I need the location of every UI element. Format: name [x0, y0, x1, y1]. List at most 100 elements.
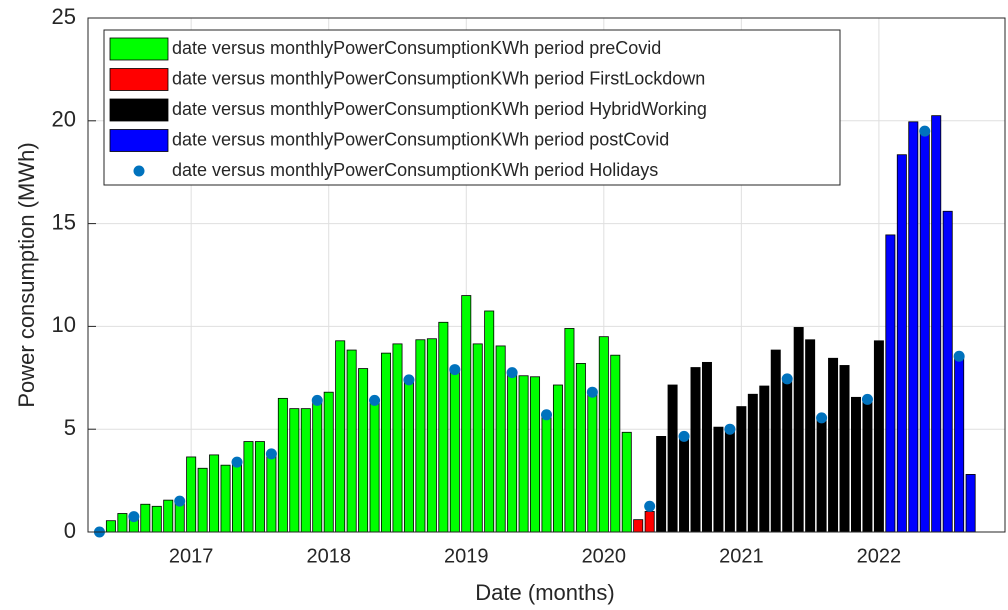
bar — [851, 396, 861, 533]
bar — [472, 343, 483, 533]
bar — [793, 327, 804, 533]
bar — [518, 375, 529, 533]
bar — [151, 505, 162, 533]
bar — [679, 435, 690, 533]
holiday-point — [678, 430, 690, 442]
bar — [140, 503, 151, 533]
y-tick-label: 20 — [52, 107, 76, 132]
bar — [243, 441, 254, 533]
bar — [369, 400, 380, 533]
bar — [759, 385, 770, 533]
bar — [197, 467, 208, 533]
y-axis-label: Power consumption (MWh) — [14, 142, 39, 407]
bar — [312, 400, 323, 533]
bar — [438, 321, 449, 533]
bar — [644, 511, 655, 533]
holiday-point — [724, 423, 736, 435]
holiday-point — [644, 500, 656, 512]
bar — [358, 368, 369, 533]
bar — [381, 352, 392, 533]
bar — [105, 520, 116, 533]
holiday-point — [403, 374, 415, 386]
holiday-point — [369, 394, 381, 406]
legend-marker — [133, 165, 145, 177]
bar — [965, 474, 976, 533]
bar — [392, 343, 403, 533]
x-tick-label: 2020 — [582, 545, 627, 567]
legend-label: date versus monthlyPowerConsumptionKWh p… — [172, 68, 705, 88]
bar — [220, 464, 231, 533]
legend-label: date versus monthlyPowerConsumptionKWh p… — [172, 99, 707, 119]
bar — [541, 414, 552, 533]
bar — [919, 130, 930, 533]
bar — [163, 499, 174, 533]
bar — [805, 339, 816, 533]
y-tick-label: 25 — [52, 4, 76, 29]
bar — [254, 441, 265, 533]
bar — [289, 408, 300, 533]
bar — [747, 393, 758, 533]
x-tick-label: 2022 — [857, 545, 902, 567]
holiday-point — [586, 386, 598, 398]
bar — [323, 391, 334, 533]
bar — [931, 115, 942, 533]
bar — [954, 355, 965, 533]
legend-label: date versus monthlyPowerConsumptionKWh p… — [172, 38, 661, 58]
bar — [209, 454, 220, 533]
bar — [461, 295, 472, 533]
axes-box — [87, 17, 1006, 533]
bar — [117, 513, 128, 533]
y-tick-label: 0 — [64, 518, 76, 543]
bar — [507, 372, 518, 533]
bar — [484, 310, 495, 533]
holiday-point — [231, 456, 243, 468]
bar — [346, 349, 357, 533]
holiday-point — [128, 511, 140, 523]
bar — [896, 154, 907, 533]
holiday-point — [919, 125, 931, 137]
bar — [736, 406, 747, 533]
bar — [873, 340, 884, 533]
bar — [862, 398, 873, 533]
legend-swatch — [109, 129, 169, 152]
bar — [610, 354, 621, 533]
bar — [277, 397, 288, 533]
bar — [667, 384, 678, 533]
bar — [942, 210, 953, 533]
bar — [449, 369, 460, 533]
bar — [713, 426, 724, 533]
bar — [701, 361, 712, 533]
bar — [587, 391, 598, 533]
bar — [495, 345, 506, 533]
y-tick-label: 15 — [52, 209, 76, 234]
bar — [816, 417, 827, 533]
holiday-point — [541, 409, 552, 421]
x-tick-label: 2017 — [169, 545, 214, 567]
bar — [633, 519, 644, 533]
holiday-point — [861, 393, 873, 405]
x-tick-label: 2019 — [444, 545, 489, 567]
bar — [656, 435, 667, 533]
holiday-point — [781, 373, 793, 385]
x-axis-label: Date (months) — [475, 580, 614, 605]
bar — [908, 121, 919, 533]
legend-label: date versus monthlyPowerConsumptionKWh p… — [172, 129, 669, 149]
bar — [232, 461, 242, 533]
bar — [828, 357, 839, 533]
y-tick-label: 5 — [64, 415, 76, 440]
bar — [415, 339, 426, 533]
bar — [530, 376, 541, 533]
holiday-point — [174, 495, 186, 507]
bar — [839, 365, 850, 533]
bar — [724, 428, 735, 533]
legend: date versus monthlyPowerConsumptionKWh p… — [103, 29, 841, 186]
x-tick-label: 2018 — [306, 545, 351, 567]
holiday-point — [449, 364, 461, 376]
bar — [621, 431, 632, 533]
x-tick-label: 2021 — [719, 545, 764, 567]
bar — [564, 328, 575, 533]
legend-box — [103, 29, 841, 186]
bar — [426, 338, 437, 533]
bar — [575, 363, 586, 533]
bar — [598, 336, 609, 533]
